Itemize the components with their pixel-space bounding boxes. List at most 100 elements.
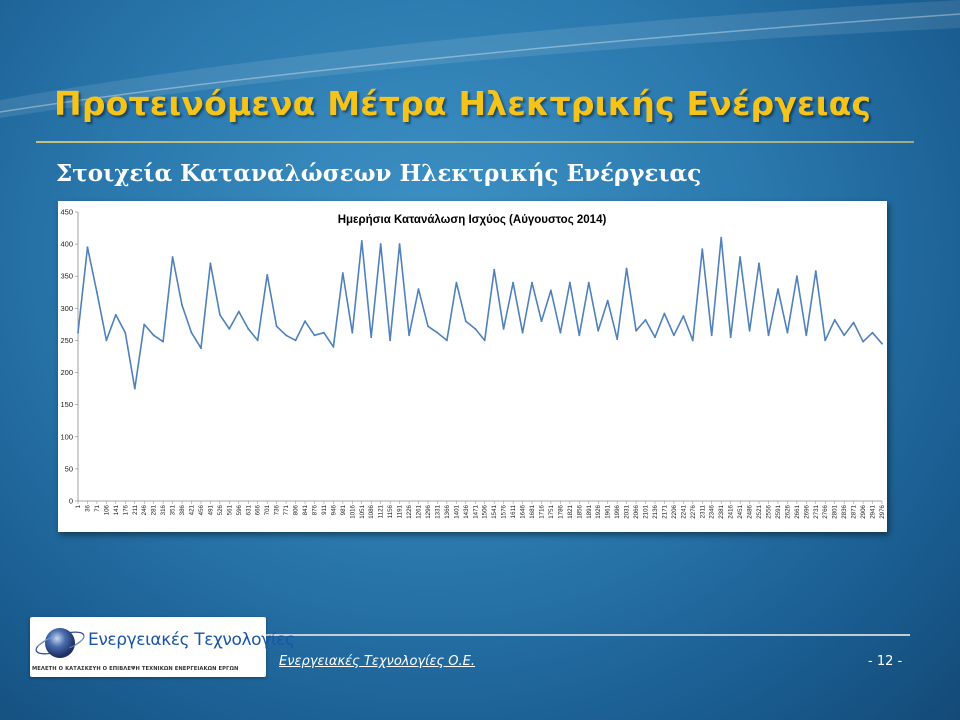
data-point: [644, 319, 647, 321]
x-tick-label: 1576: [501, 504, 508, 518]
x-tick-label: 841: [302, 504, 309, 515]
data-point: [247, 328, 250, 330]
plot-area: [77, 236, 883, 390]
data-point: [701, 248, 704, 251]
x-tick-label: 561: [226, 504, 233, 515]
data-point: [190, 331, 193, 334]
data-point: [587, 281, 590, 284]
data-point: [739, 256, 741, 258]
x-tick-label: 1366: [444, 504, 451, 518]
x-tick-label: 1646: [520, 504, 527, 518]
data-point: [152, 334, 155, 337]
data-point: [663, 312, 666, 315]
data-point: [881, 342, 883, 345]
x-tick-label: 456: [198, 504, 205, 515]
x-tick-label: 876: [311, 504, 318, 515]
data-point: [729, 336, 732, 339]
x-tick-label: 1821: [567, 504, 574, 518]
data-point: [682, 315, 685, 317]
x-tick-label: 1226: [406, 504, 413, 518]
x-tick-label: 1121: [378, 504, 385, 518]
data-point: [833, 319, 836, 321]
data-point: [294, 339, 297, 342]
data-point: [351, 331, 354, 334]
data-point: [313, 334, 316, 337]
x-tick-label: 106: [103, 504, 110, 515]
x-tick-label: 386: [179, 504, 186, 515]
data-point: [521, 331, 524, 334]
x-tick-label: 1611: [510, 504, 517, 518]
x-tick-label: 316: [160, 504, 167, 515]
x-tick-label: 2066: [633, 504, 640, 518]
logo-tagline: ΜΕΛΕΤΗ Ο ΚΑΤΑΣΚΕΥΗ Ο ΕΠΙΒΛΕΨΗ ΤΕΧΝΙΚΩΝ Ε…: [32, 666, 239, 672]
x-tick-label: 2451: [737, 504, 744, 518]
x-tick-label: 1961: [605, 504, 612, 518]
data-point: [219, 313, 221, 316]
x-tick-label: 1016: [349, 504, 356, 518]
x-tick-label: 176: [122, 504, 129, 515]
x-tick-label: 1086: [368, 504, 375, 518]
data-point: [843, 334, 846, 337]
x-tick-label: 2731: [813, 504, 820, 518]
x-tick-label: 2136: [652, 504, 659, 518]
chart-title: Ημερήσια Κατανάλωση Ισχύος (Αύγουστος 20…: [338, 214, 607, 226]
data-point: [105, 339, 108, 342]
data-point: [209, 262, 212, 265]
x-tick-label: 2346: [709, 504, 716, 518]
x-tick-label: 246: [141, 504, 148, 515]
x-tick-label: 1331: [434, 504, 441, 518]
slide-title: Προτεινόμενα Μέτρα Ηλεκτρικής Ενέργειας: [54, 84, 872, 123]
data-point: [673, 334, 675, 337]
data-point: [464, 320, 467, 323]
x-tick-label: 2591: [775, 504, 782, 518]
x-tick-label: 1296: [425, 504, 432, 518]
x-tick-label: 281: [151, 504, 158, 515]
x-tick-label: 211: [132, 504, 139, 514]
data-point: [341, 272, 344, 274]
x-tick-label: 2836: [841, 504, 848, 518]
data-point: [436, 331, 439, 334]
data-point: [777, 288, 779, 290]
x-tick-label: 2311: [699, 504, 706, 518]
x-tick-label: 1261: [416, 504, 423, 518]
data-point: [114, 313, 117, 316]
x-tick-label: 2976: [879, 504, 886, 518]
x-tick-label: 2661: [794, 504, 801, 518]
x-tick-label: 491: [207, 504, 214, 515]
x-tick-label: 1506: [482, 504, 489, 518]
x-tick-label: 1471: [472, 504, 479, 518]
x-tick-label: 2556: [765, 504, 772, 518]
x-tick-label: 1436: [463, 504, 470, 518]
x-tick-label: 2871: [851, 504, 858, 518]
x-tick-label: 771: [283, 504, 290, 515]
y-tick-label: 150: [60, 400, 73, 409]
data-point: [578, 334, 581, 337]
chart-container: Ημερήσια Κατανάλωση Ισχύος (Αύγουστος 20…: [58, 201, 887, 532]
data-point: [531, 281, 533, 284]
data-point: [162, 340, 164, 343]
data-point: [635, 329, 637, 332]
y-tick-label: 250: [60, 336, 73, 345]
data-point: [805, 334, 808, 337]
data-point: [871, 331, 874, 334]
x-tick-label: 981: [340, 504, 347, 515]
x-tick-label: 1051: [359, 504, 366, 518]
data-point: [446, 339, 448, 342]
y-tick-label: 0: [69, 497, 73, 506]
data-point: [77, 331, 79, 334]
x-tick-label: 2416: [728, 504, 735, 518]
footer-company-link[interactable]: Ενεργειακές Τεχνολογίες Ο.Ε.: [279, 654, 476, 669]
x-tick-label: 1996: [614, 504, 621, 518]
x-tick-label: 2101: [643, 504, 650, 518]
x-tick-label: 421: [189, 504, 196, 515]
x-tick-label: 526: [217, 504, 224, 515]
data-point: [360, 240, 363, 242]
y-tick-label: 50: [65, 464, 73, 473]
data-point: [559, 331, 562, 334]
data-point: [228, 328, 231, 330]
consumption-chart: Ημερήσια Κατανάλωση Ισχύος (Αύγουστος 20…: [60, 208, 886, 519]
slide-subtitle: Στοιχεία Καταναλώσεων Ηλεκτρικής Ενέργει…: [56, 160, 702, 187]
data-point: [616, 338, 619, 341]
x-tick-label: 1156: [387, 504, 394, 518]
x-tick-label: 2521: [756, 504, 763, 518]
